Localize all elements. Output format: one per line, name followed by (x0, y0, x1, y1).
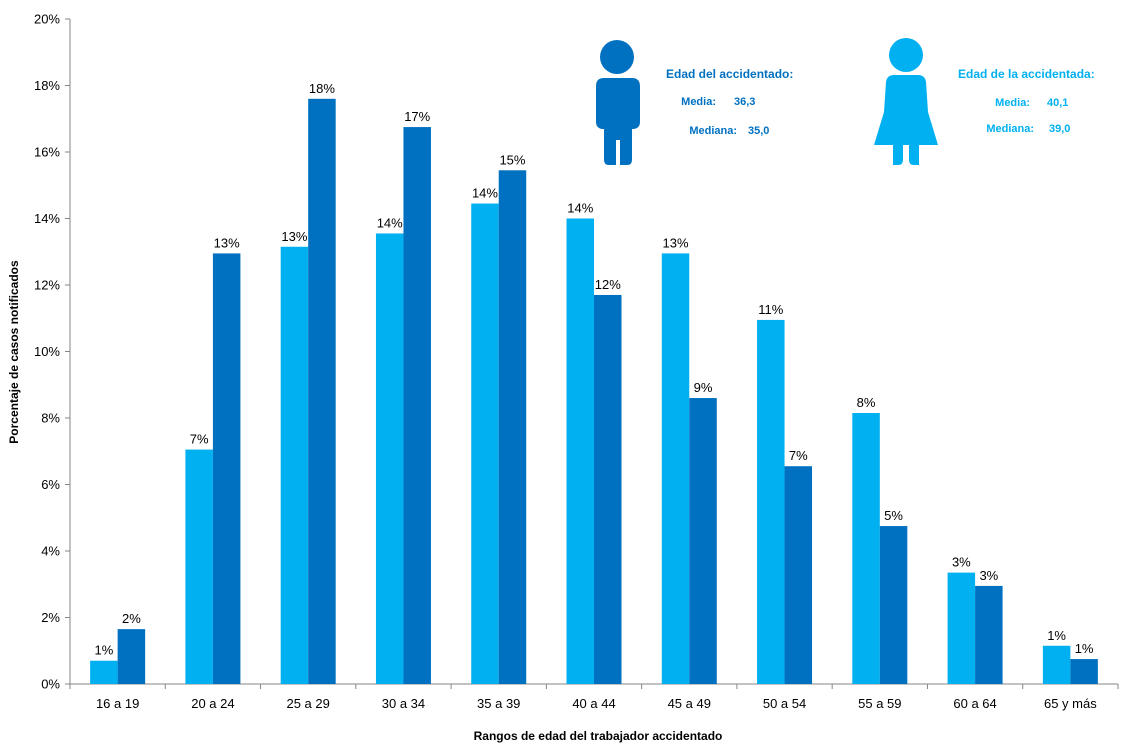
y-tick-label: 20% (34, 12, 60, 27)
female-stats-heading: Edad de la accidentada: (958, 67, 1095, 81)
series-b-bar (117, 629, 146, 684)
male-mean-value: 36,3 (734, 96, 755, 108)
female-mean-value: 40,1 (1047, 97, 1068, 109)
series-b-data-label: 9% (694, 380, 713, 395)
female-mean-label: Media: (995, 97, 1030, 109)
y-tick-label: 18% (34, 78, 60, 93)
series-b-bar (308, 98, 336, 685)
series-b-data-label: 13% (214, 235, 240, 250)
series-a-data-label: 7% (190, 432, 209, 447)
man-icon (596, 40, 640, 165)
series-b-data-label: 5% (884, 508, 903, 523)
y-tick-label: 10% (34, 344, 60, 359)
series-a-bar (852, 413, 880, 684)
series-a-data-label: 14% (567, 201, 593, 216)
male-stats-annotation: Edad del accidentado: Media: 36,3 Median… (596, 40, 793, 165)
series-a-bar (661, 253, 690, 684)
y-tick-label: 12% (34, 278, 60, 293)
x-tick-label: 20 a 24 (191, 696, 234, 711)
series-a-bar (566, 218, 594, 684)
bar-series (90, 98, 1098, 685)
x-axis: 16 a 19 20 a 24 25 a 29 30 a 34 35 a 39 40 a … (69, 683, 1119, 711)
series-b-data-label: 12% (595, 277, 621, 292)
series-a-data-label: 1% (1047, 628, 1066, 643)
x-tick-label: 45 a 49 (668, 696, 711, 711)
male-median-value: 35,0 (748, 125, 769, 137)
series-a-bar (947, 572, 976, 684)
y-axis-title: Porcentaje de casos notificados (7, 260, 21, 444)
series-b-bar (1070, 659, 1098, 684)
series-a-data-label: 11% (758, 302, 783, 317)
series-a-bar (280, 246, 309, 684)
x-tick-label: 35 a 39 (477, 696, 520, 711)
male-median-label: Mediana: (689, 125, 737, 137)
female-stats-annotation: Edad de la accidentada: Media: 40,1 Medi… (874, 38, 1095, 165)
series-a-data-label: 3% (952, 555, 971, 570)
y-tick-label: 6% (41, 477, 60, 492)
y-tick-label: 8% (41, 411, 60, 426)
y-tick-label: 4% (41, 544, 60, 559)
y-axis: 0% 2% 4% 6% 8% 10% 12% 14% 16% 18% 20% (34, 12, 71, 692)
series-b-data-label: 15% (499, 152, 525, 167)
x-tick-label: 55 a 59 (858, 696, 901, 711)
series-b-data-label: 3% (979, 568, 998, 583)
series-b-bar (403, 127, 431, 684)
series-b-data-label: 1% (1075, 641, 1094, 656)
series-b-bar (879, 526, 908, 684)
y-tick-label: 2% (41, 610, 60, 625)
series-b-bar (212, 253, 241, 684)
series-b-bar (689, 398, 717, 684)
series-a-bar (185, 449, 213, 684)
x-axis-title: Rangos de edad del trabajador accidentad… (474, 729, 723, 743)
female-median-label: Mediana: (986, 123, 1034, 135)
x-tick-label: 40 a 44 (572, 696, 615, 711)
series-b-bar (594, 294, 622, 684)
series-a-data-label: 1% (94, 643, 113, 658)
series-a-bar (375, 233, 404, 684)
series-b-data-label: 18% (309, 81, 335, 96)
y-tick-label: 16% (34, 145, 60, 160)
series-b-bar (784, 466, 813, 684)
x-tick-label: 30 a 34 (382, 696, 425, 711)
series-a-data-label: 13% (663, 235, 689, 250)
series-a-bar (757, 319, 785, 684)
series-a-bar (1042, 645, 1071, 684)
series-a-data-label: 13% (281, 229, 307, 244)
series-b-bar (498, 170, 527, 685)
male-mean-label: Media: (681, 96, 716, 108)
series-b-data-label: 2% (122, 611, 141, 626)
series-b-bar (975, 585, 1003, 684)
female-median-value: 39,0 (1049, 123, 1070, 135)
x-tick-label: 16 a 19 (96, 696, 139, 711)
series-a-bar (90, 660, 118, 684)
y-tick-label: 14% (34, 211, 60, 226)
data-labels: 1% 7% 13% 14% 14% 14% 13% 11% 8% 3% 1% 2% 13% 18% 17% 1… (94, 81, 1093, 658)
x-tick-label: 65 y más (1044, 696, 1097, 711)
series-b-data-label: 7% (789, 448, 808, 463)
male-stats-heading: Edad del accidentado: (666, 67, 793, 81)
x-tick-label: 60 a 64 (953, 696, 996, 711)
y-tick-label: 0% (41, 677, 60, 692)
series-a-bar (471, 203, 499, 684)
series-b-data-label: 17% (404, 109, 430, 124)
series-a-data-label: 14% (472, 186, 498, 201)
x-tick-label: 50 a 54 (763, 696, 806, 711)
series-a-data-label: 14% (377, 215, 403, 230)
woman-icon (874, 38, 938, 165)
x-tick-label: 25 a 29 (286, 696, 329, 711)
series-a-data-label: 8% (857, 395, 876, 410)
